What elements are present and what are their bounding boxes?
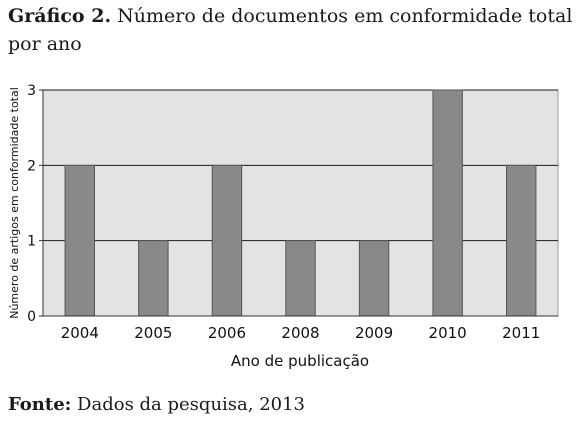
chart-caption: Gráfico 2. Número de documentos em confo… bbox=[8, 2, 573, 58]
source-label: Fonte: bbox=[8, 394, 72, 415]
bar-2008 bbox=[285, 240, 316, 317]
bar-2004 bbox=[64, 164, 95, 317]
y-tick-label: 0 bbox=[27, 309, 36, 325]
x-tick-label: 2005 bbox=[134, 324, 172, 342]
source-text: Dados da pesquisa, 2013 bbox=[77, 394, 306, 415]
x-tick-label: 2006 bbox=[208, 324, 246, 342]
caption-label: Gráfico 2. bbox=[8, 5, 112, 27]
x-tick-label: 2004 bbox=[61, 324, 99, 342]
source-note: Fonte: Dados da pesquisa, 2013 bbox=[8, 394, 305, 415]
caption-text: Número de documentos em conformidade tot… bbox=[8, 5, 573, 55]
x-tick-label: 2011 bbox=[502, 324, 540, 342]
bar-2009 bbox=[358, 240, 390, 317]
x-tick-label: 2008 bbox=[281, 324, 319, 342]
y-tick-label: 1 bbox=[27, 234, 36, 250]
bar-2011 bbox=[506, 164, 537, 317]
bar-2005 bbox=[138, 240, 169, 317]
y-tick-label: 2 bbox=[27, 158, 36, 174]
y-tick-label: 3 bbox=[27, 83, 36, 99]
bar-2006 bbox=[211, 164, 243, 317]
bar-2010 bbox=[432, 89, 463, 317]
x-tick-label: 2010 bbox=[429, 324, 467, 342]
x-tick-label: 2009 bbox=[355, 324, 393, 342]
x-axis-title: Ano de publicação bbox=[231, 352, 369, 370]
y-axis-title: Número de artigos em conformidade total bbox=[8, 87, 21, 319]
